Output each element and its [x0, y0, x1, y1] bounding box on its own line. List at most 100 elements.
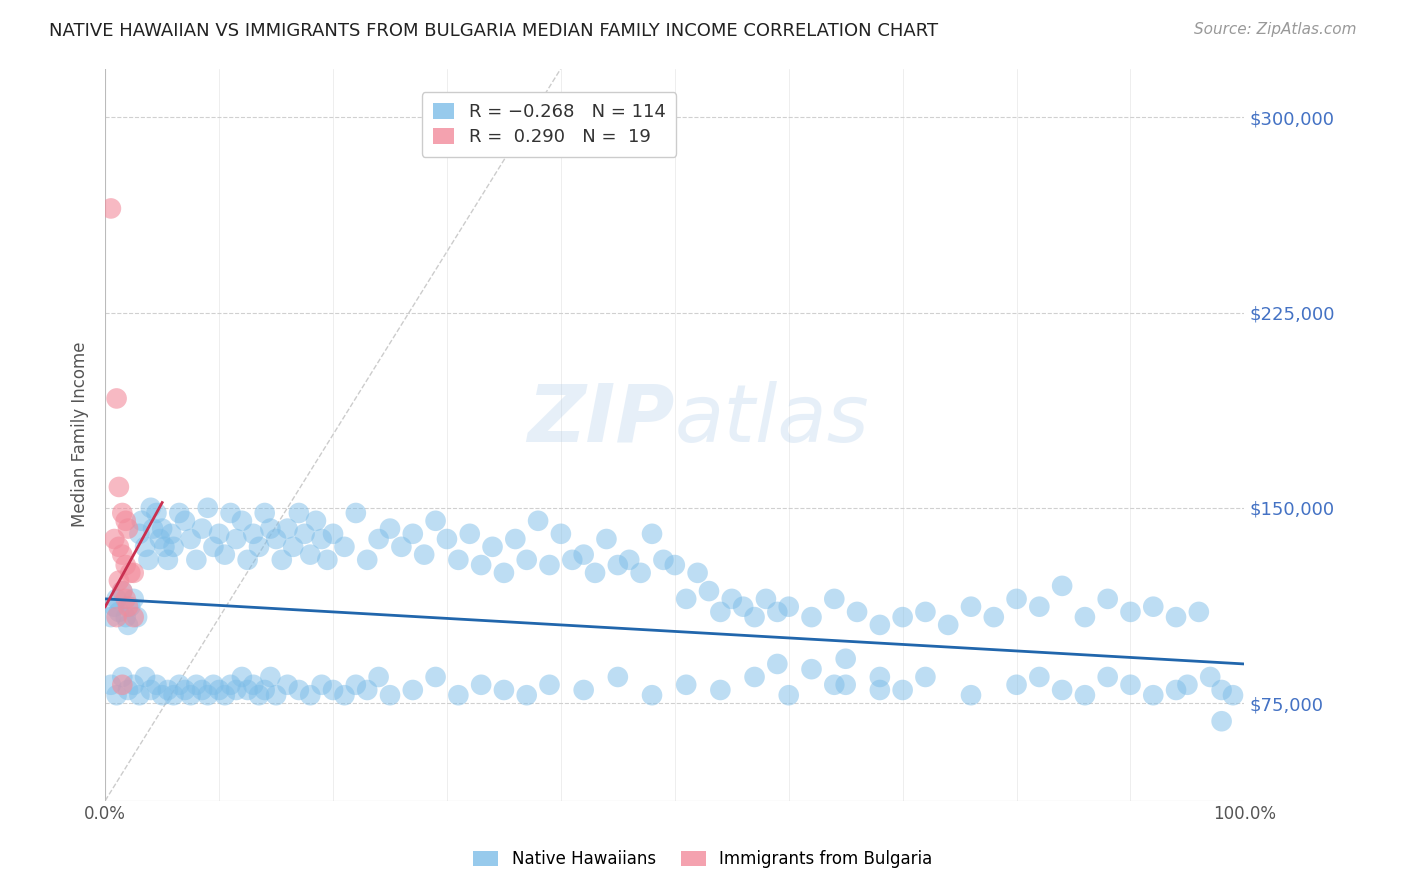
Point	[111, 584, 134, 599]
Point	[356, 683, 378, 698]
Point	[219, 506, 242, 520]
Point	[367, 670, 389, 684]
Point	[914, 605, 936, 619]
Point	[111, 506, 134, 520]
Point	[139, 500, 162, 515]
Point	[561, 553, 583, 567]
Point	[1188, 605, 1211, 619]
Point	[174, 514, 197, 528]
Point	[891, 610, 914, 624]
Point	[778, 688, 800, 702]
Point	[322, 683, 344, 698]
Point	[149, 532, 172, 546]
Point	[1222, 688, 1244, 702]
Point	[1211, 714, 1233, 729]
Point	[652, 553, 675, 567]
Point	[299, 688, 322, 702]
Point	[208, 526, 231, 541]
Point	[766, 605, 789, 619]
Point	[766, 657, 789, 671]
Point	[197, 688, 219, 702]
Point	[1164, 683, 1187, 698]
Point	[686, 566, 709, 580]
Point	[1005, 591, 1028, 606]
Point	[333, 540, 356, 554]
Point	[120, 566, 142, 580]
Point	[156, 553, 179, 567]
Point	[1119, 678, 1142, 692]
Point	[208, 683, 231, 698]
Point	[117, 599, 139, 614]
Legend: R = −0.268   N = 114, R =  0.290   N =  19: R = −0.268 N = 114, R = 0.290 N = 19	[422, 92, 676, 157]
Point	[470, 558, 492, 572]
Point	[1199, 670, 1222, 684]
Point	[276, 522, 298, 536]
Point	[869, 683, 891, 698]
Point	[834, 678, 856, 692]
Point	[800, 662, 823, 676]
Point	[162, 688, 184, 702]
Text: NATIVE HAWAIIAN VS IMMIGRANTS FROM BULGARIA MEDIAN FAMILY INCOME CORRELATION CHA: NATIVE HAWAIIAN VS IMMIGRANTS FROM BULGA…	[49, 22, 938, 40]
Point	[1211, 683, 1233, 698]
Point	[447, 688, 470, 702]
Point	[108, 540, 131, 554]
Point	[709, 605, 731, 619]
Point	[823, 678, 845, 692]
Point	[344, 506, 367, 520]
Point	[156, 683, 179, 698]
Point	[253, 506, 276, 520]
Legend: Native Hawaiians, Immigrants from Bulgaria: Native Hawaiians, Immigrants from Bulgar…	[467, 844, 939, 875]
Point	[180, 532, 202, 546]
Point	[105, 688, 128, 702]
Point	[114, 558, 136, 572]
Point	[606, 670, 628, 684]
Point	[1119, 605, 1142, 619]
Point	[572, 548, 595, 562]
Point	[413, 548, 436, 562]
Point	[720, 591, 742, 606]
Point	[138, 553, 160, 567]
Point	[402, 526, 425, 541]
Point	[294, 526, 316, 541]
Point	[869, 670, 891, 684]
Point	[231, 514, 253, 528]
Point	[180, 688, 202, 702]
Point	[481, 540, 503, 554]
Point	[527, 514, 550, 528]
Point	[191, 522, 214, 536]
Point	[242, 678, 264, 692]
Point	[675, 591, 697, 606]
Point	[606, 558, 628, 572]
Point	[103, 599, 125, 614]
Point	[202, 540, 225, 554]
Point	[100, 678, 122, 692]
Point	[316, 553, 339, 567]
Point	[299, 548, 322, 562]
Point	[105, 610, 128, 624]
Point	[100, 202, 122, 216]
Point	[538, 558, 561, 572]
Point	[247, 540, 270, 554]
Point	[1142, 599, 1164, 614]
Point	[960, 599, 983, 614]
Point	[153, 540, 176, 554]
Point	[142, 522, 165, 536]
Point	[356, 553, 378, 567]
Point	[111, 678, 134, 692]
Point	[122, 610, 145, 624]
Point	[960, 688, 983, 702]
Point	[778, 599, 800, 614]
Point	[219, 678, 242, 692]
Point	[1005, 678, 1028, 692]
Point	[108, 574, 131, 588]
Point	[744, 670, 766, 684]
Point	[288, 506, 311, 520]
Point	[214, 688, 236, 702]
Point	[214, 548, 236, 562]
Point	[1074, 688, 1097, 702]
Text: ZIP: ZIP	[527, 381, 675, 458]
Point	[145, 506, 167, 520]
Point	[367, 532, 389, 546]
Point	[1097, 591, 1119, 606]
Point	[191, 683, 214, 698]
